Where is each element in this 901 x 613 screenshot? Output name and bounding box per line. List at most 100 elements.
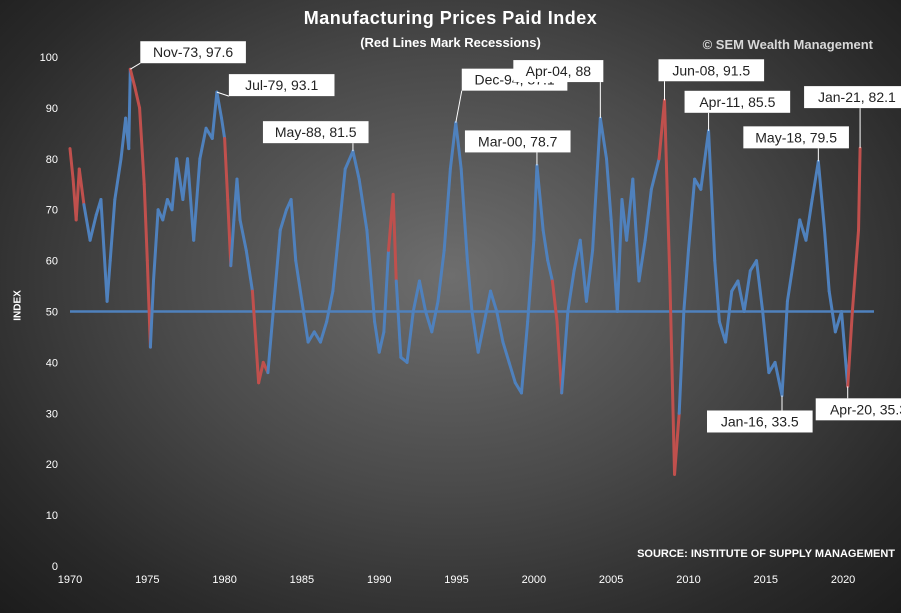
series-segment <box>88 213 98 242</box>
callout-leader <box>130 62 141 70</box>
series-segment <box>780 299 789 397</box>
series-segment <box>482 289 493 324</box>
series-segment <box>365 228 377 324</box>
x-tick-label: 2015 <box>754 574 778 586</box>
callout-label: Apr-20, 35.3 <box>830 401 901 417</box>
y-tick-label: 80 <box>46 154 58 166</box>
callout-label: Jun-08, 91.5 <box>672 62 750 78</box>
series-segment <box>519 320 530 395</box>
callout-box <box>262 121 369 144</box>
recession-segment <box>555 320 564 395</box>
recession-segment <box>68 147 75 181</box>
recession-segment <box>857 146 862 232</box>
chart-subtitle: (Red Lines Mark Recessions) <box>360 35 541 50</box>
series-segment <box>591 116 602 252</box>
callout-box <box>707 410 813 433</box>
recession-segment <box>391 192 398 283</box>
series-segment <box>459 167 469 263</box>
recession-segment <box>668 279 677 476</box>
series-segment <box>713 259 721 324</box>
recession-segment <box>128 67 137 90</box>
series-segment <box>82 203 92 242</box>
x-tick-label: 1970 <box>58 574 82 586</box>
callout-box <box>743 126 849 149</box>
series-segment <box>405 310 415 364</box>
series-segment <box>170 157 179 212</box>
series-segment <box>637 238 647 283</box>
x-tick-label: 1990 <box>367 574 391 586</box>
y-tick-label: 100 <box>40 52 58 64</box>
series-segment <box>827 289 837 334</box>
callout-label: May-18, 79.5 <box>755 129 837 145</box>
series-segment <box>278 208 288 232</box>
series-segment <box>682 248 690 313</box>
callout-box <box>815 398 901 421</box>
series-segment <box>465 259 474 313</box>
recession-segment <box>223 136 230 202</box>
series-segment <box>560 310 570 395</box>
series-segment <box>501 340 511 364</box>
y-tick-label: 90 <box>46 103 58 115</box>
y-tick-label: 20 <box>46 459 58 471</box>
recession-segment <box>77 167 86 207</box>
y-tick-label: 10 <box>46 510 58 522</box>
series-segment <box>235 177 242 222</box>
series-segment <box>238 218 248 252</box>
y-tick-label: 50 <box>46 307 58 319</box>
series-segment <box>127 67 132 151</box>
recession-segment <box>133 86 142 110</box>
series-segment <box>382 248 391 334</box>
series-segment <box>337 167 347 232</box>
series-segment <box>584 248 595 303</box>
recession-segment <box>850 228 861 313</box>
series-segment <box>526 238 536 324</box>
series-segment <box>742 269 752 313</box>
series-segment <box>816 159 827 232</box>
y-tick-label: 30 <box>46 408 58 420</box>
copyright-watermark: © SEM Wealth Management <box>702 37 873 52</box>
series-segment <box>785 259 796 303</box>
series-segment <box>220 116 227 140</box>
series-segment <box>192 157 202 242</box>
series-segment <box>823 228 831 293</box>
series-segment <box>272 228 282 303</box>
callout-leader <box>216 91 230 97</box>
series-segment <box>430 299 440 334</box>
recession-segment <box>550 279 559 324</box>
series-segment <box>351 149 361 181</box>
callout-box <box>513 60 604 83</box>
recession-segment <box>257 360 265 385</box>
callout-box <box>684 90 791 113</box>
series-segment <box>266 299 276 375</box>
x-tick-label: 2000 <box>522 574 546 586</box>
x-tick-label: 1995 <box>444 574 468 586</box>
series-segment <box>470 310 480 354</box>
series-segment <box>99 198 106 252</box>
series-segment <box>761 310 771 375</box>
series-segment <box>598 116 609 161</box>
recession-segment <box>250 289 261 385</box>
series-segment <box>411 279 421 313</box>
series-segment <box>495 310 505 344</box>
callout-box <box>140 41 246 64</box>
series-segment <box>294 259 304 303</box>
chart-title: Manufacturing Prices Paid Index <box>303 8 598 28</box>
callout-leader <box>455 90 463 123</box>
callout-label: Apr-04, 88 <box>526 63 592 79</box>
recession-segment <box>74 167 81 222</box>
recession-segment <box>846 310 854 388</box>
series-segment <box>331 228 341 293</box>
recession-segment <box>662 98 672 283</box>
callout-box <box>804 86 901 109</box>
series-segment <box>605 157 613 222</box>
series-segment <box>535 163 545 232</box>
series-segment <box>113 157 123 202</box>
series-segment <box>572 238 582 273</box>
series-segment <box>215 90 224 120</box>
series-segment <box>677 310 686 415</box>
x-tick-label: 2005 <box>599 574 623 586</box>
series-segment <box>448 121 458 171</box>
series-segment <box>724 289 734 344</box>
series-segment <box>699 129 711 191</box>
series-segment <box>210 90 219 140</box>
